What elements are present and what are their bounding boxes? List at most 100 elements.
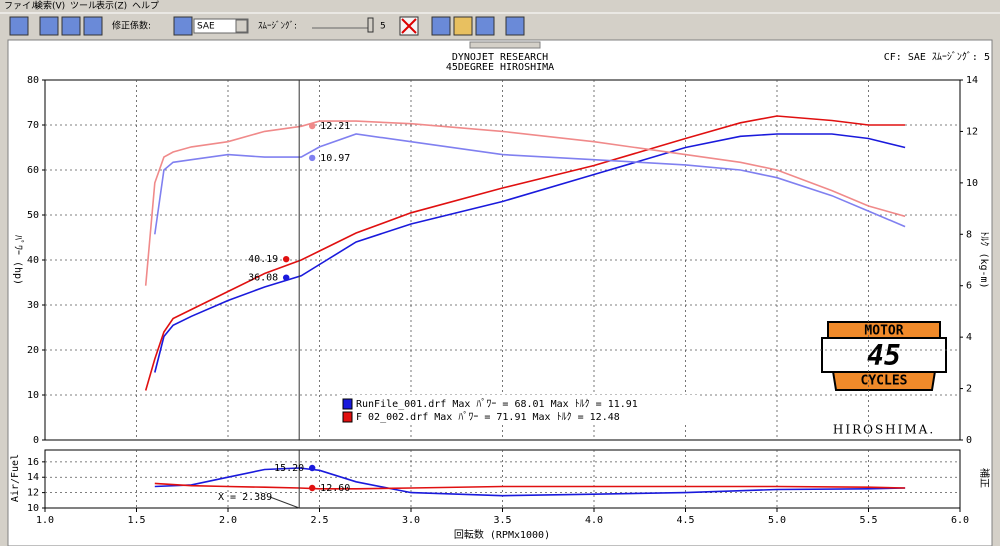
correction-select[interactable] [193, 18, 249, 34]
splitter-handle[interactable] [469, 41, 541, 49]
x-tick-label: 5.5 [859, 515, 877, 526]
x-tick-label: 1.5 [127, 515, 145, 526]
tool-button[interactable] [505, 16, 525, 36]
dropdown-arrow[interactable] [235, 19, 248, 33]
y2-tick-label: 2 [966, 384, 972, 395]
y-tick-label: 60 [27, 165, 39, 176]
correction-value: SAE [197, 22, 215, 32]
menu-item[interactable]: ツール [70, 2, 97, 12]
readout-dot [308, 484, 316, 492]
y2-tick-label: 8 [966, 229, 972, 240]
readout-dot [282, 255, 290, 263]
logo-top: MOTOR [864, 324, 903, 339]
x-tick-label: 4.5 [676, 515, 694, 526]
chart-subtitle: 45DEGREE HIROSHIMA [446, 62, 554, 73]
x-axis-label: 回転数 (RPMx1000) [454, 528, 550, 541]
x-tick-label: 5.0 [768, 515, 786, 526]
y2-tick-label: 0 [966, 435, 972, 446]
chart-info: CF: SAE ｽﾑｰｼﾞﾝｸﾞ: 5 [884, 51, 990, 63]
y2-tick-label: 6 [966, 281, 972, 292]
menu-item[interactable]: 表示(Z) [96, 0, 127, 12]
smoothing-value: 5 [380, 22, 386, 32]
series-line [154, 133, 906, 235]
y-tick-label: 30 [27, 300, 39, 311]
af-y2-label: 補正 [978, 468, 991, 488]
x-tick-label: 2.5 [310, 515, 328, 526]
readout-label: 12.21 [320, 121, 350, 132]
tool-button[interactable] [83, 16, 103, 36]
menu-bar: ファイル 検索(V) ツール 表示(Z) ヘルプ [4, 0, 159, 12]
series-line [154, 133, 906, 373]
x-tick-label: 3.0 [402, 515, 420, 526]
y-tick-label: 14 [27, 472, 39, 483]
y-tick-label: 40 [27, 255, 39, 266]
readout-label: 36.08 [248, 273, 278, 284]
readout-dot [308, 122, 316, 130]
y2-tick-label: 4 [966, 332, 972, 343]
legend-name: RunFile_001.drf [356, 399, 446, 410]
y2-axis-label: ﾄﾙｸ (kg-m) [978, 231, 990, 288]
icon-x [401, 18, 417, 34]
tool-button[interactable] [431, 16, 451, 36]
cursor-leader [269, 496, 300, 509]
tool-button[interactable] [39, 16, 59, 36]
tool-button[interactable] [9, 16, 29, 36]
readout-label: 12.60 [320, 483, 350, 494]
toolbar: 修正係数: SAE ｽﾑｰｼﾞﾝｸﾞ: 5 [0, 12, 1000, 36]
af-plot-area [44, 449, 961, 509]
y-tick-label: 12 [27, 488, 39, 499]
tool-button[interactable] [173, 16, 193, 36]
logo-number: 45 [867, 339, 901, 372]
y-axis-label: ﾊﾟﾜｰ (hp) [12, 235, 24, 285]
menu-item[interactable]: ヘルプ [132, 1, 159, 12]
y-tick-label: 10 [27, 390, 39, 401]
smoothing-label: ｽﾑｰｼﾞﾝｸﾞ: [258, 21, 297, 32]
x-tick-label: 6.0 [951, 515, 969, 526]
readout-dot [282, 274, 290, 281]
y-tick-label: 20 [27, 345, 39, 356]
y-tick-label: 80 [27, 75, 39, 86]
y-tick-label: 10 [27, 503, 39, 514]
y-tick-label: 16 [27, 457, 39, 468]
readout-label: 15.20 [274, 463, 304, 474]
series-line [154, 467, 906, 497]
menu-item[interactable]: 検索(V) [34, 0, 65, 12]
x-tick-label: 1.0 [36, 515, 54, 526]
legend-box [338, 395, 698, 425]
series-line [154, 482, 906, 490]
y-tick-label: 0 [33, 435, 39, 446]
slider-thumb[interactable] [367, 17, 374, 33]
legend-swatch [342, 398, 353, 410]
cursor-label: X = 2.389 [218, 492, 272, 503]
y2-tick-label: 12 [966, 126, 978, 137]
logo-brand: HIROSHIMA. [833, 423, 935, 437]
y2-tick-label: 14 [966, 75, 978, 86]
legend-stats: Max ﾊﾟﾜｰ = 68.01 Max ﾄﾙｸ = 11.91 [452, 398, 638, 410]
readout-dot [308, 154, 316, 162]
tool-button[interactable] [453, 16, 473, 36]
tool-button[interactable] [61, 16, 81, 36]
logo-band [821, 337, 947, 373]
readout-label: 10.97 [320, 153, 350, 164]
series-line [144, 120, 906, 286]
x-tick-label: 3.5 [493, 515, 511, 526]
y2-tick-label: 10 [966, 178, 978, 189]
x-tick-label: 2.0 [219, 515, 237, 526]
legend-swatch [342, 411, 353, 423]
tool-button[interactable] [475, 16, 495, 36]
logo: MOTOR 45 CYCLES HIROSHIMA. [821, 321, 947, 437]
legend-stats: Max ﾊﾟﾜｰ = 71.91 Max ﾄﾙｸ = 12.48 [434, 411, 620, 423]
readout-label: 40.19 [248, 254, 278, 265]
af-axis-label: Air/Fuel [10, 454, 21, 502]
series-line [144, 115, 906, 391]
menu-item[interactable]: ファイル [4, 2, 40, 12]
correction-label: 修正係数: [112, 20, 151, 32]
x-tick-label: 4.0 [585, 515, 603, 526]
logo-bottom: CYCLES [861, 374, 908, 389]
legend-name: F 02_002.drf [356, 412, 428, 423]
readout-dot [308, 464, 316, 472]
y-tick-label: 70 [27, 120, 39, 131]
chart-title: DYNOJET RESEARCH [452, 52, 548, 63]
y-tick-label: 50 [27, 210, 39, 221]
